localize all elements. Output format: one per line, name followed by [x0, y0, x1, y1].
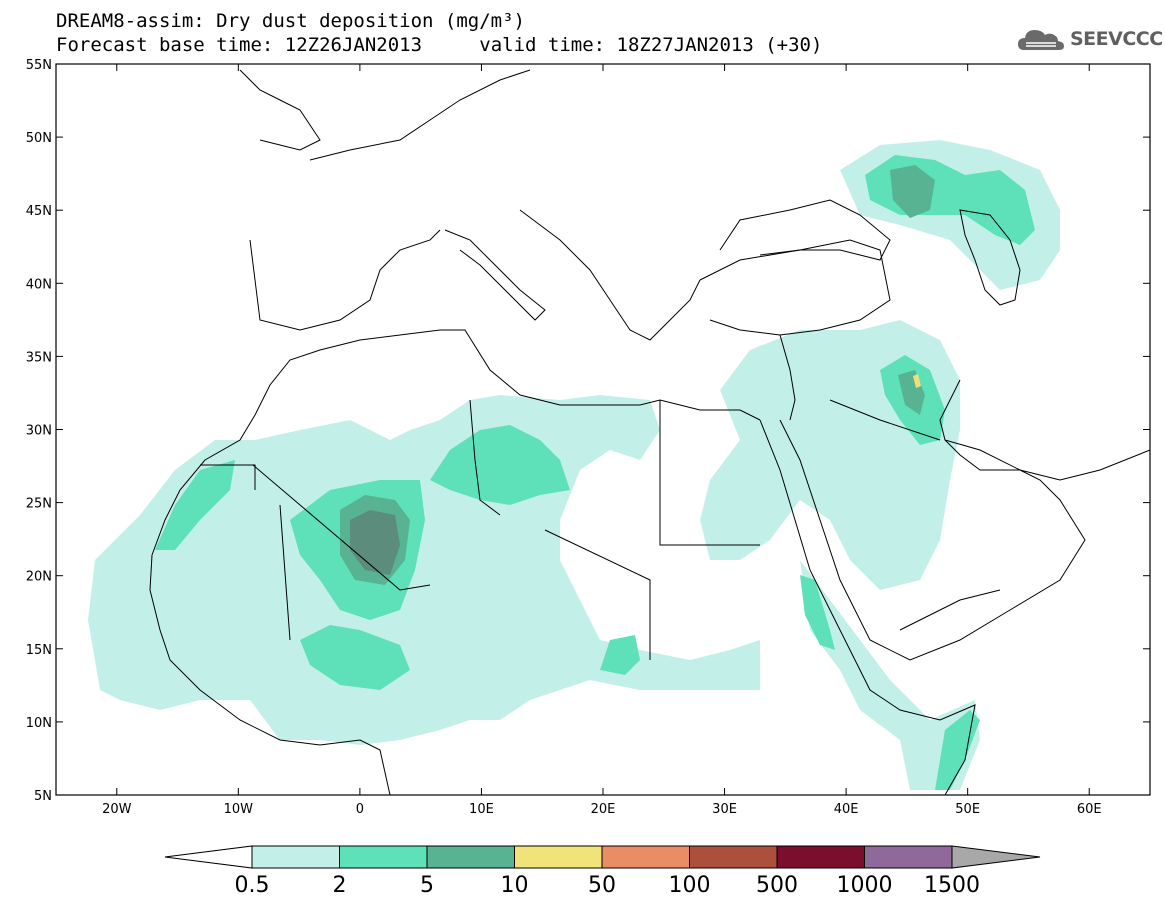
lat-label: 30N	[26, 424, 52, 439]
dust-fill-regions	[88, 140, 1060, 790]
border-arabia-yemen	[899, 589, 1001, 631]
colorbar-label: 500	[756, 873, 798, 898]
colorbar-box	[689, 845, 778, 869]
colorbar-labels: 0.5 2 5 10 50 100 500 1000 1500	[235, 873, 981, 898]
coastline-italy	[444, 229, 546, 321]
colorbar-label: 5	[420, 873, 434, 898]
map-plot-area: 55N 50N 45N 40N 35N 30N 25N 20N 15N 10N 5N 20W 10W 0…	[26, 58, 1151, 817]
lat-label: 35N	[26, 350, 52, 365]
lat-label: 55N	[26, 58, 52, 73]
coastline-turkey	[699, 239, 891, 336]
map-title: DREAM8-assim: Dry dust deposition (mg/m³…	[56, 10, 525, 32]
coastline-red-sea-west	[759, 419, 976, 796]
colorbar-boxes	[251, 845, 953, 869]
longitude-labels: 20W 10W 0 10E 20E 30E 40E 50E 60E	[102, 802, 1102, 817]
dust-region-2-chad	[600, 635, 640, 675]
colorbar-box	[864, 845, 953, 869]
time-line: Forecast base time: 12Z26JAN2013 valid t…	[56, 35, 822, 56]
dust-region-0.5-horn	[800, 560, 980, 790]
coastline-north-africa	[151, 329, 761, 556]
coastline-iran	[944, 439, 1151, 481]
colorbar-label: 10	[501, 873, 529, 898]
colorbar-box	[601, 845, 690, 869]
coastline-arabia	[779, 379, 1086, 661]
colorbar-over-triangle	[951, 845, 1041, 869]
lat-label: 50N	[26, 131, 52, 146]
colorbar-label: 2	[333, 873, 347, 898]
border-algeria-libya	[469, 399, 501, 516]
coastline-black-sea	[719, 199, 891, 261]
dust-region-2-mauritania	[155, 460, 235, 550]
dust-region-2-libya	[430, 425, 570, 505]
colorbar-box	[339, 845, 428, 869]
coastline-caspian	[959, 209, 1021, 306]
colorbar-box	[514, 845, 603, 869]
lat-label: 10N	[26, 716, 52, 731]
lon-label: 20E	[591, 802, 616, 817]
lon-label: 40E	[834, 802, 859, 817]
border-mali-niger	[252, 464, 431, 591]
coastline-levant	[779, 334, 796, 421]
dust-region-0.5-west-africa	[88, 395, 760, 745]
coastline-north-europe	[309, 69, 531, 161]
colorbar-label: 1000	[837, 873, 893, 898]
border-chad-sudan	[544, 529, 651, 660]
border-sahara-west	[200, 464, 256, 490]
latitude-labels: 55N 50N 45N 40N 35N 30N 25N 20N 15N 10N 5N	[26, 58, 52, 804]
dust-region-2-somalia	[935, 710, 980, 790]
coastline-uk	[239, 69, 321, 151]
colorbar-label: 0.5	[235, 873, 270, 898]
colorbar-box	[426, 845, 515, 869]
coastlines-and-borders	[149, 69, 1151, 796]
colorbar-box	[251, 845, 340, 869]
lat-label: 15N	[26, 643, 52, 658]
dust-region-2-sahel	[300, 625, 410, 690]
cloud-icon	[1018, 30, 1064, 50]
dust-region-2-redsea	[800, 575, 835, 650]
lat-label: 45N	[26, 204, 52, 219]
colorbar-box	[776, 845, 865, 869]
longitude-ticks	[116, 64, 1090, 795]
coastline-balkans-greece	[519, 209, 701, 341]
lat-label: 40N	[26, 277, 52, 292]
border-iraq-saudi	[829, 399, 941, 441]
dust-region-50-iraq	[913, 374, 921, 388]
lat-label: 25N	[26, 497, 52, 512]
colorbar-under-triangle	[164, 845, 253, 869]
border-libya-egypt	[659, 400, 760, 546]
coastline-west-africa	[149, 554, 391, 796]
lat-label: 20N	[26, 570, 52, 585]
lat-label: 5N	[34, 789, 52, 804]
colorbar-label: 1500	[924, 873, 980, 898]
dust-region-5-caspian	[890, 165, 935, 218]
base-time-label: Forecast base time: 12Z26JAN2013	[56, 34, 423, 56]
colorbar-label: 100	[669, 873, 711, 898]
lon-label: 50E	[955, 802, 980, 817]
latitude-ticks	[56, 63, 1150, 796]
lon-label: 0	[356, 802, 364, 817]
logo-text: SEEVCCC	[1070, 28, 1163, 50]
valid-time-label: valid time: 18Z27JAN2013 (+30)	[479, 34, 823, 56]
seevccc-logo: SEEVCCC	[1016, 24, 1163, 54]
border-mauritania-mali	[279, 504, 291, 641]
lon-label: 10E	[469, 802, 494, 817]
lon-label: 30E	[712, 802, 737, 817]
lon-label: 60E	[1077, 802, 1102, 817]
coastline-iberia	[249, 229, 441, 331]
lon-label: 20W	[102, 802, 132, 817]
colorbar: 0.5 2 5 10 50 100 500 1000 1500	[164, 845, 1041, 898]
lon-label: 10W	[224, 802, 254, 817]
time-spacer	[422, 34, 479, 56]
colorbar-label: 50	[588, 873, 616, 898]
